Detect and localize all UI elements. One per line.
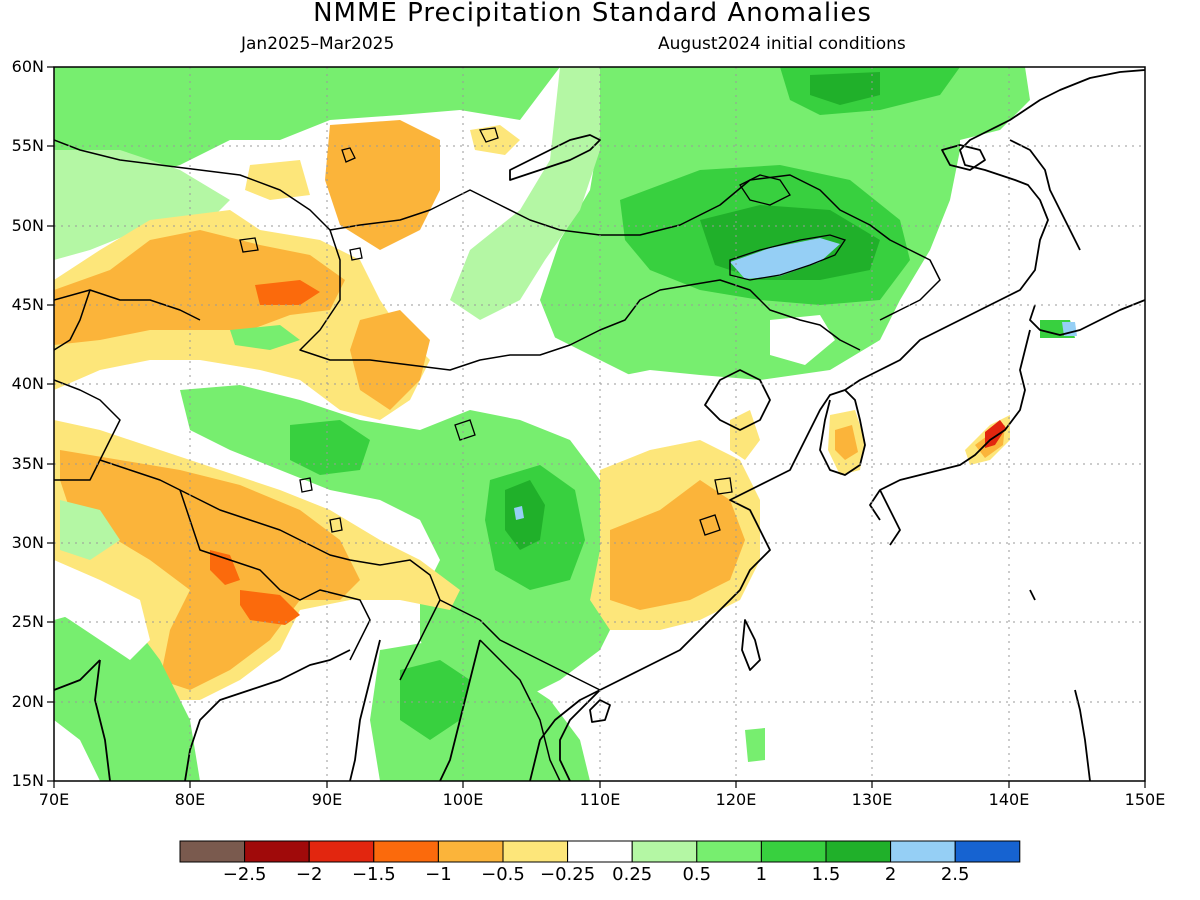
anomaly-region-kazakh-moderate (54, 230, 345, 345)
anomaly-region-altai-light (245, 160, 310, 200)
colorbar-label: 1.5 (811, 864, 841, 885)
anomaly-region-bengal-white (200, 640, 400, 781)
lon-label: 150E (1124, 790, 1166, 809)
colorbar-label: 2 (884, 864, 897, 885)
lat-label: 25N (11, 612, 44, 631)
anomaly-region-nw-wet (54, 67, 560, 220)
colorbar-swatch-9 (760, 840, 827, 863)
anomaly-region-kazakh-green (230, 325, 300, 350)
colorbar-swatch-10 (825, 840, 892, 863)
colorbar-swatch-4 (437, 840, 504, 863)
anomaly-region-india-wet (54, 610, 200, 781)
colorbar-label: 0.5 (682, 864, 712, 885)
anomaly-region-siberia-dry (470, 125, 520, 155)
lon-label: 90E (311, 790, 343, 809)
anomaly-region-south-china-moderate (610, 480, 745, 610)
colorbar-swatch-0 (179, 840, 246, 863)
gridlines (54, 67, 1145, 781)
anomaly-region-india-white (54, 560, 150, 660)
anomaly-region-altai-dry (325, 120, 440, 250)
lat-label: 55N (11, 136, 44, 155)
anomaly-region-tibet-moderate (290, 420, 370, 475)
anomaly-region-seasia-moderate (400, 660, 470, 740)
lat-label: 50N (11, 216, 44, 235)
lon-label: 80E (174, 790, 206, 809)
colorbar-label: −0.5 (481, 864, 525, 885)
colorbar-label: 0.25 (612, 864, 653, 885)
forecast-period: Jan2025–Mar2025 (241, 34, 395, 54)
colorbar-swatch-6 (567, 840, 633, 863)
anomaly-region-nepal-strong (240, 590, 300, 625)
anomaly-region-far-north-gap (960, 130, 1040, 280)
lon-label: 130E (851, 790, 893, 809)
anomaly-region-north-wet-light (450, 67, 600, 320)
anomaly-region-kazakh-strong (255, 280, 320, 305)
lat-label: 40N (11, 374, 44, 393)
colorbar-label: −2.5 (222, 864, 267, 885)
anomaly-region-taiwan-wet (745, 728, 765, 762)
lon-label: 110E (579, 790, 621, 809)
lat-label: 20N (11, 692, 44, 711)
colorbar-swatch-1 (244, 840, 310, 863)
colorbar-swatch-11 (890, 840, 956, 863)
coastline-details (239, 127, 847, 536)
lat-label: 60N (11, 57, 44, 76)
lon-label: 120E (715, 790, 757, 809)
colorbar-label: 1 (755, 864, 768, 885)
colorbar-label: −1 (425, 864, 452, 885)
lat-label: 45N (11, 295, 44, 314)
anomaly-region-himalaya-strong (210, 550, 240, 585)
lat-label: 30N (11, 533, 44, 552)
anomaly-region-central-white (430, 300, 720, 440)
colorbar-swatch-2 (308, 840, 375, 863)
anomaly-region-nw-wet-light (54, 150, 230, 260)
anomaly-region-sichuan-strong (505, 480, 545, 550)
anomaly-region-manchuria-gap (770, 315, 835, 365)
map-title: NMME Precipitation Standard Anomalies (313, 0, 872, 28)
colorbar-label: −2 (295, 864, 323, 885)
anomaly-region-north-very-strong (730, 238, 840, 279)
colorbar-swatch-3 (373, 840, 439, 863)
anomaly-region-sichuan-peak (514, 506, 524, 520)
colorbar-swatch-8 (696, 840, 762, 863)
colorbar-label: −0.25 (540, 864, 596, 885)
anomaly-region-korea-moderate (835, 425, 858, 460)
initial-conditions: August2024 initial conditions (658, 34, 906, 54)
colorbar-label: 2.5 (940, 864, 970, 885)
lon-label: 140E (988, 790, 1030, 809)
axis-ticks (47, 66, 1146, 788)
lon-label: 70E (38, 790, 70, 809)
colorbar (179, 840, 1021, 863)
colorbar-swatch-5 (502, 840, 569, 863)
anomaly-region-far-north-strong (810, 72, 880, 105)
country-borders (54, 139, 941, 781)
colorbar-swatch-12 (954, 840, 1021, 863)
lat-label: 35N (11, 454, 44, 473)
anomaly-region-xinjiang-dry (350, 310, 430, 410)
lon-label: 100E (442, 790, 484, 809)
coastlines (54, 69, 1145, 781)
lat-label: 15N (11, 771, 44, 790)
colorbar-swatch-7 (631, 840, 698, 863)
colorbar-label: −1.5 (351, 864, 396, 885)
anomaly-region-shandong-dry (730, 410, 760, 460)
anomaly-region-india-light (60, 500, 120, 560)
